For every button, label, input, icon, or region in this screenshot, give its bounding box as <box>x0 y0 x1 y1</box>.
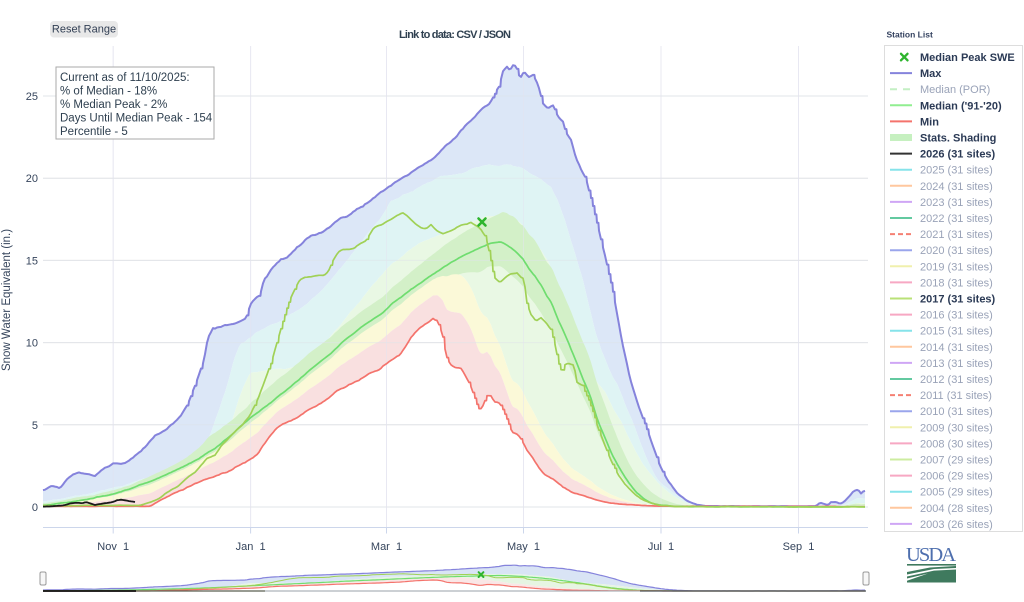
svg-text:% Median Peak - 2%: % Median Peak - 2% <box>60 99 167 111</box>
svg-text:15: 15 <box>26 255 38 267</box>
svg-text:2011 (31 sites): 2011 (31 sites) <box>920 390 992 402</box>
svg-text:May 1: May 1 <box>507 541 540 553</box>
svg-text:2026 (31 sites): 2026 (31 sites) <box>920 149 996 161</box>
svg-text:USDA: USDA <box>906 544 956 566</box>
svg-text:2013 (31 sites): 2013 (31 sites) <box>920 358 993 370</box>
svg-text:Days Until Median Peak - 154: Days Until Median Peak - 154 <box>60 113 213 125</box>
svg-text:2021 (31 sites): 2021 (31 sites) <box>920 229 993 241</box>
svg-text:2004 (28 sites): 2004 (28 sites) <box>920 503 993 515</box>
svg-text:Percentile - 5: Percentile - 5 <box>60 126 128 138</box>
svg-text:10: 10 <box>26 338 38 350</box>
svg-text:2017 (31 sites): 2017 (31 sites) <box>920 294 996 306</box>
svg-text:2018 (31 sites): 2018 (31 sites) <box>920 277 993 289</box>
svg-text:Min: Min <box>920 116 939 128</box>
svg-text:Jan 1: Jan 1 <box>236 541 266 553</box>
svg-text:Link to data: CSV / JSON: Link to data: CSV / JSON <box>399 29 511 41</box>
svg-text:Nov 1: Nov 1 <box>97 541 129 553</box>
svg-text:Sep 1: Sep 1 <box>783 541 815 553</box>
svg-text:2015 (31 sites): 2015 (31 sites) <box>920 326 993 338</box>
svg-text:2008 (30 sites): 2008 (30 sites) <box>920 438 993 450</box>
svg-text:2005 (29 sites): 2005 (29 sites) <box>920 487 993 499</box>
svg-text:Stats. Shading: Stats. Shading <box>920 133 996 145</box>
svg-text:2009 (30 sites): 2009 (30 sites) <box>920 422 993 434</box>
svg-text:Reset Range: Reset Range <box>52 24 116 36</box>
svg-text:2014 (31 sites): 2014 (31 sites) <box>920 342 993 354</box>
svg-text:2019 (31 sites): 2019 (31 sites) <box>920 261 993 273</box>
svg-text:Mar 1: Mar 1 <box>371 541 402 553</box>
svg-text:2025 (31 sites): 2025 (31 sites) <box>920 165 993 177</box>
svg-text:Median Peak SWE: Median Peak SWE <box>920 52 1015 64</box>
svg-text:Jul 1: Jul 1 <box>648 541 674 553</box>
svg-text:0: 0 <box>32 502 38 514</box>
svg-text:Median ('91-'20): Median ('91-'20) <box>920 100 1002 112</box>
svg-text:Median (POR): Median (POR) <box>920 84 990 96</box>
svg-text:25: 25 <box>26 91 38 103</box>
svg-text:Max: Max <box>920 68 942 80</box>
svg-text:2016 (31 sites): 2016 (31 sites) <box>920 310 993 322</box>
svg-text:2023 (31 sites): 2023 (31 sites) <box>920 197 993 209</box>
svg-text:% of Median - 18%: % of Median - 18% <box>60 86 157 98</box>
svg-text:Current as of 11/10/2025:: Current as of 11/10/2025: <box>60 72 190 84</box>
svg-text:5: 5 <box>32 420 38 432</box>
svg-text:Station List: Station List <box>887 30 933 40</box>
svg-text:20: 20 <box>26 173 38 185</box>
svg-text:2006 (29 sites): 2006 (29 sites) <box>920 471 993 483</box>
svg-text:2022 (31 sites): 2022 (31 sites) <box>920 213 993 225</box>
svg-text:Snow Water Equivalent (in.): Snow Water Equivalent (in.) <box>1 229 13 371</box>
svg-text:2003 (26 sites): 2003 (26 sites) <box>920 519 993 531</box>
svg-text:2024 (31 sites): 2024 (31 sites) <box>920 181 993 193</box>
svg-text:2007 (29 sites): 2007 (29 sites) <box>920 455 993 467</box>
svg-text:2020 (31 sites): 2020 (31 sites) <box>920 245 993 257</box>
svg-text:2010 (31 sites): 2010 (31 sites) <box>920 406 993 418</box>
svg-text:2012 (31 sites): 2012 (31 sites) <box>920 374 993 386</box>
